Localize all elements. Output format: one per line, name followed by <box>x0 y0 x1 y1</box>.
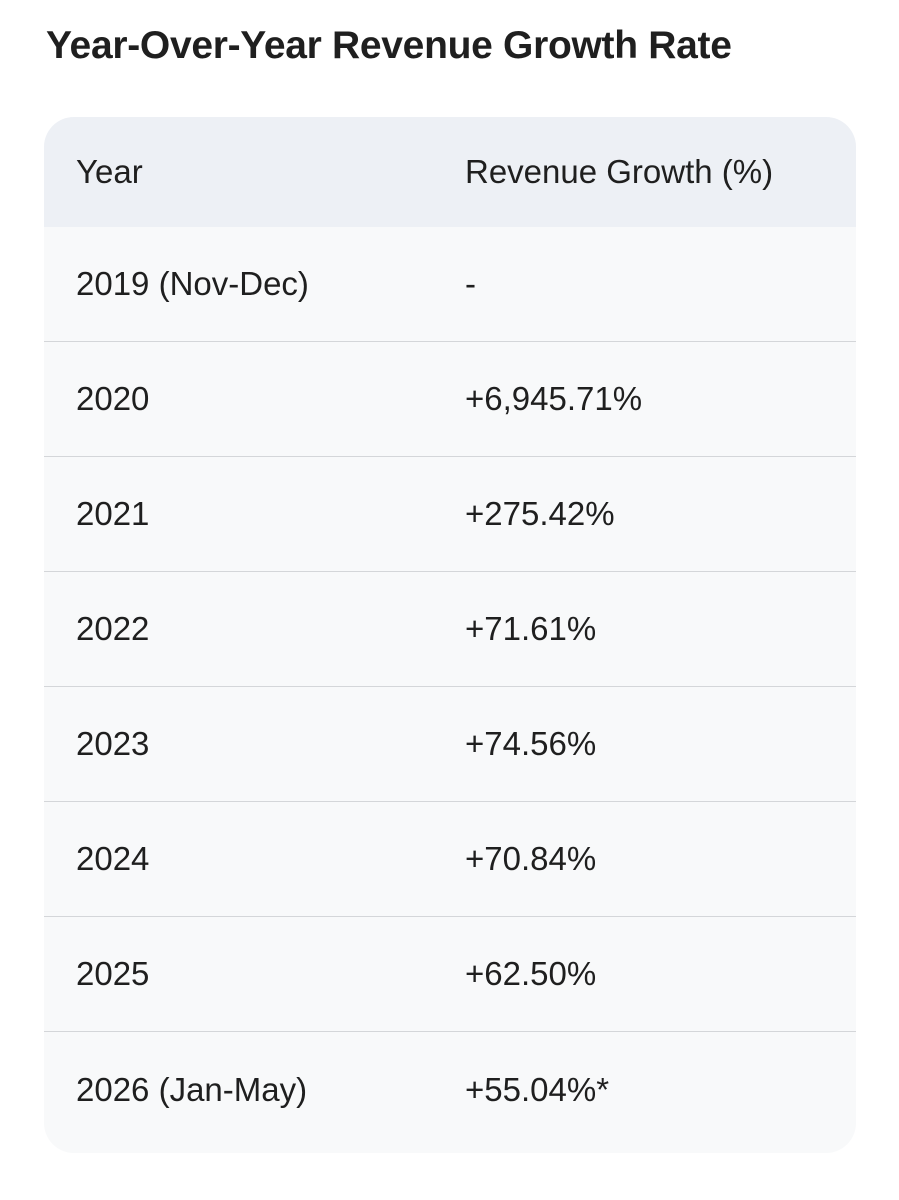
growth-cell: +275.42% <box>465 495 615 532</box>
column-header-year: Year <box>76 153 143 190</box>
year-cell: 2019 (Nov-Dec) <box>76 265 309 302</box>
growth-cell: +74.56% <box>465 725 597 762</box>
growth-cell: +70.84% <box>465 840 597 877</box>
growth-cell: +71.61% <box>465 610 597 647</box>
growth-cell: - <box>465 265 476 302</box>
growth-cell: +55.04%* <box>465 1070 610 1108</box>
table-row: 2026 (Jan-May) +55.04%* <box>44 1032 856 1147</box>
year-cell: 2023 <box>76 725 150 762</box>
year-cell: 2025 <box>76 955 150 992</box>
revenue-growth-table: Year Revenue Growth (%) 2019 (Nov-Dec) -… <box>44 117 856 1153</box>
year-cell: 2021 <box>76 495 150 532</box>
growth-cell: +6,945.71% <box>465 380 643 417</box>
table-body: 2019 (Nov-Dec) - 2020 +6,945.71% 2021 +2… <box>44 227 856 1147</box>
table-row: 2020 +6,945.71% <box>44 342 856 457</box>
table-row: 2024 +70.84% <box>44 802 856 917</box>
year-cell: 2020 <box>76 380 150 417</box>
column-header-revenue-growth: Revenue Growth (%) <box>465 153 774 190</box>
table-row: 2025 +62.50% <box>44 917 856 1032</box>
growth-cell: +62.50% <box>465 955 597 992</box>
table-row: 2019 (Nov-Dec) - <box>44 227 856 342</box>
page-title: Year-Over-Year Revenue Growth Rate <box>46 24 732 67</box>
table-row: 2021 +275.42% <box>44 457 856 572</box>
table-row: 2023 +74.56% <box>44 687 856 802</box>
table-header: Year Revenue Growth (%) <box>44 117 856 227</box>
year-cell: 2024 <box>76 840 150 877</box>
year-cell: 2026 (Jan-May) <box>76 1070 308 1108</box>
year-cell: 2022 <box>76 610 150 647</box>
table-row: 2022 +71.61% <box>44 572 856 687</box>
